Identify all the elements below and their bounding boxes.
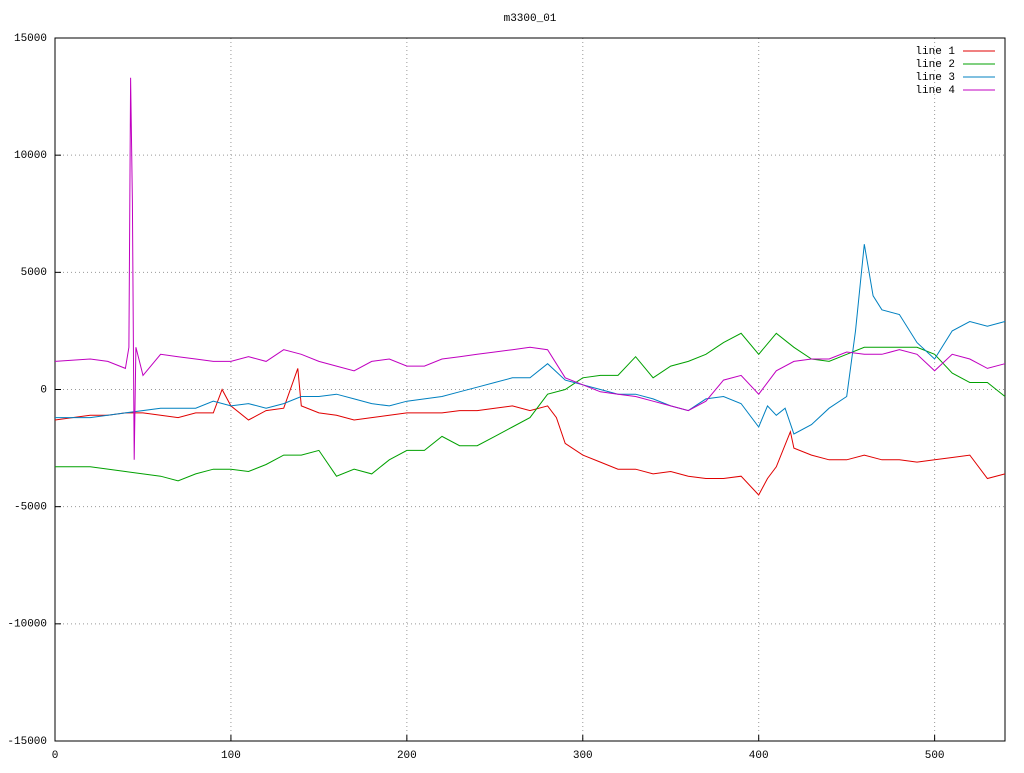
legend-label: line 3 [915,72,955,84]
legend-label: line 2 [915,59,955,71]
legend-label: line 1 [915,46,955,58]
y-tick-label: 5000 [21,267,47,279]
line-series [54,368,1006,496]
x-tick-label: 500 [925,750,945,762]
line-series [54,77,1006,460]
plot-frame [54,37,1006,742]
y-tick-label: -5000 [14,502,47,514]
x-tick-label: 400 [749,750,769,762]
y-tick-label: -10000 [7,619,47,631]
x-tick-label: 200 [397,750,417,762]
x-tick-label: 300 [573,750,593,762]
chart-title: m3300_01 [504,13,557,25]
y-tick-label: 15000 [14,33,47,45]
y-tick-label: -15000 [7,736,47,748]
y-tick-label: 10000 [14,150,47,162]
x-tick-label: 100 [221,750,241,762]
line-series [55,332,1006,482]
line-series [55,244,1006,435]
x-tick-label: 0 [52,750,59,762]
y-tick-label: 0 [40,384,47,396]
legend-label: line 4 [915,85,955,97]
